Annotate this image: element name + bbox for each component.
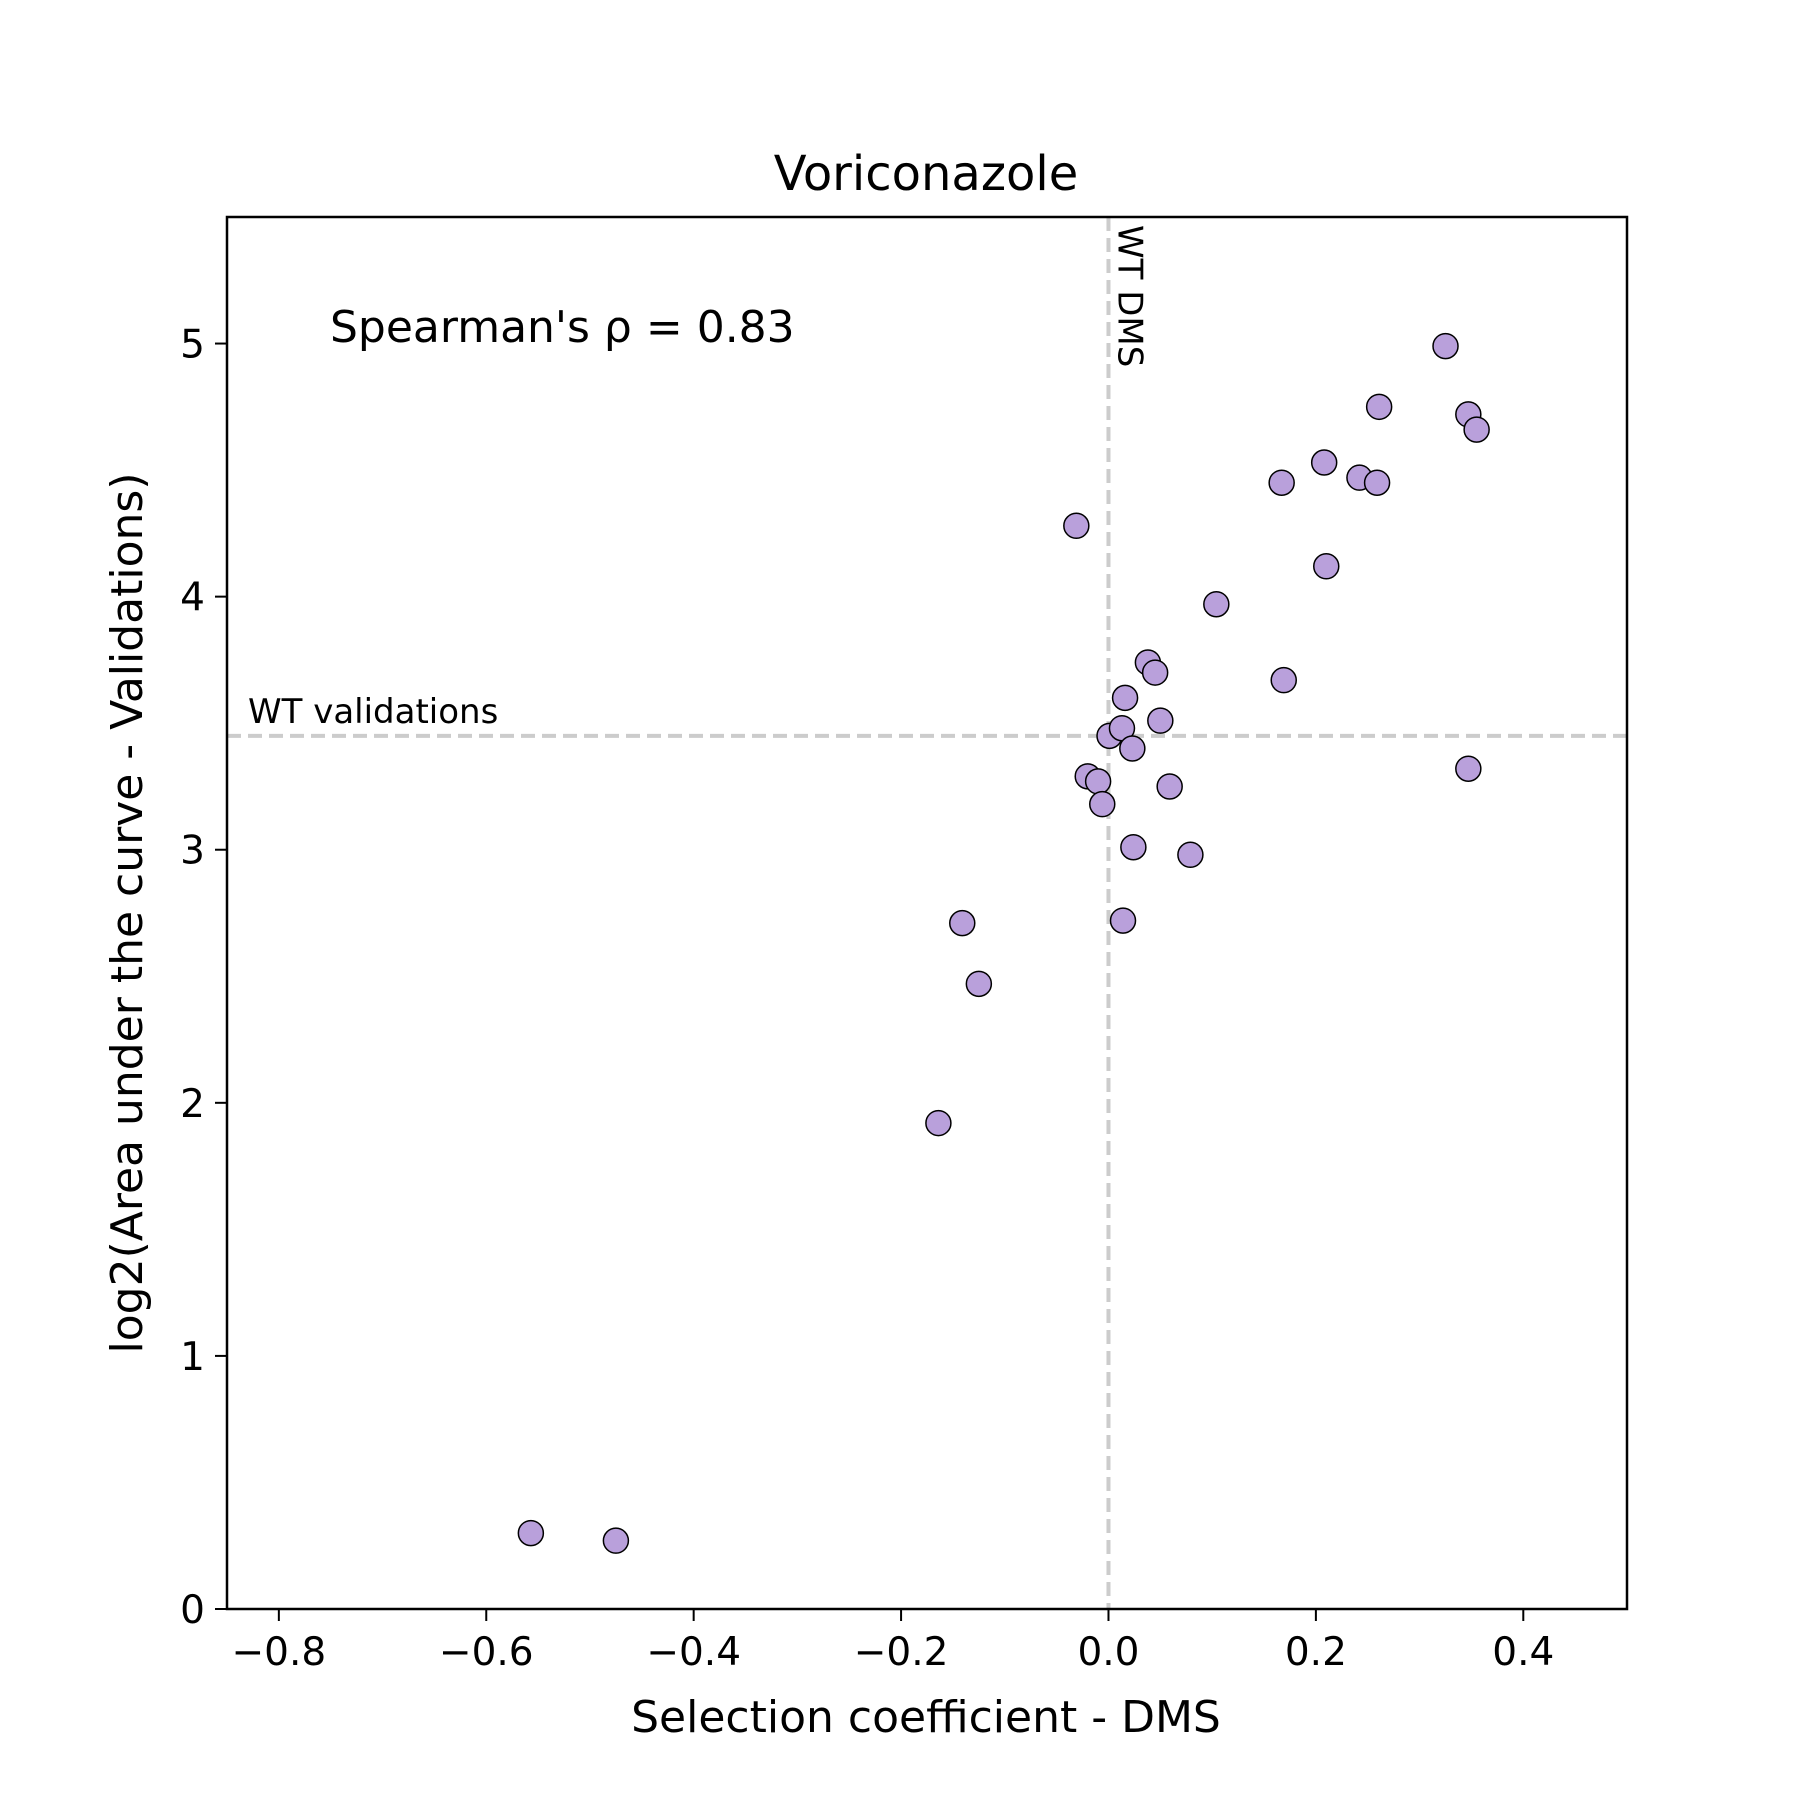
- scatter-point: [1089, 790, 1116, 818]
- scatter-point: [602, 1527, 630, 1554]
- x-tick-label: −0.8: [232, 1630, 327, 1675]
- y-tick-label: 4: [180, 576, 205, 621]
- y-tick-label: 2: [180, 1082, 205, 1127]
- scatter-point: [965, 970, 993, 998]
- x-tick-label: −0.2: [854, 1630, 949, 1675]
- x-tick-label: 0.2: [1285, 1630, 1347, 1675]
- plot-frame: [225, 215, 1629, 1611]
- scatter-point: [1111, 684, 1139, 712]
- scatter-point: [1109, 907, 1137, 934]
- y-tick-label: 0: [180, 1588, 205, 1633]
- x-tick-label: −0.4: [646, 1630, 741, 1675]
- scatter-point: [1203, 590, 1230, 618]
- scatter-point: [1156, 773, 1183, 800]
- scatter-point: [1270, 666, 1297, 694]
- y-tick-label: 1: [180, 1335, 205, 1380]
- scatter-point: [1432, 332, 1459, 360]
- scatter-point: [1063, 512, 1090, 540]
- scatter-point: [1313, 553, 1340, 580]
- scatter-point: [1455, 755, 1482, 782]
- y-tick-label: 3: [180, 829, 205, 874]
- scatter-point: [1365, 393, 1393, 421]
- wt-dms-label: WT DMS: [1109, 225, 1149, 367]
- scatter-point: [1119, 735, 1146, 762]
- spearman-annotation: Spearman's ρ = 0.83: [330, 302, 795, 353]
- scatter-point: [1268, 469, 1295, 496]
- x-tick-label: 0.4: [1492, 1630, 1554, 1675]
- scatter-point: [1147, 707, 1174, 734]
- x-axis: −0.8 −0.6 −0.4 −0.2 0.0 0.2 0.4: [232, 1609, 1554, 1675]
- scatter-point: [1177, 841, 1204, 869]
- y-tick-label: 5: [180, 323, 205, 368]
- chart-title: Voriconazole: [774, 146, 1079, 202]
- scatter-point: [1463, 416, 1490, 443]
- scatter-point: [1363, 469, 1391, 496]
- scatter-point: [1141, 659, 1169, 686]
- x-axis-title: Selection coefficient - DMS: [631, 1692, 1221, 1743]
- reference-lines: [227, 217, 1627, 1609]
- wt-validations-label: WT validations: [248, 692, 498, 732]
- scatter-point: [1084, 768, 1112, 795]
- scatter-point: [949, 909, 976, 937]
- scatter-point: [517, 1519, 545, 1547]
- x-tick-label: −0.6: [439, 1630, 534, 1675]
- scatter-point: [1310, 449, 1338, 476]
- scatter-points: [517, 332, 1490, 1554]
- scatter-point: [1120, 833, 1147, 861]
- scatter-point: [925, 1109, 952, 1137]
- y-axis: 0 1 2 3 4 5: [180, 323, 227, 1633]
- y-axis-title: log2(Area under the curve - Validations): [102, 472, 153, 1353]
- x-tick-label: 0.0: [1077, 1630, 1139, 1675]
